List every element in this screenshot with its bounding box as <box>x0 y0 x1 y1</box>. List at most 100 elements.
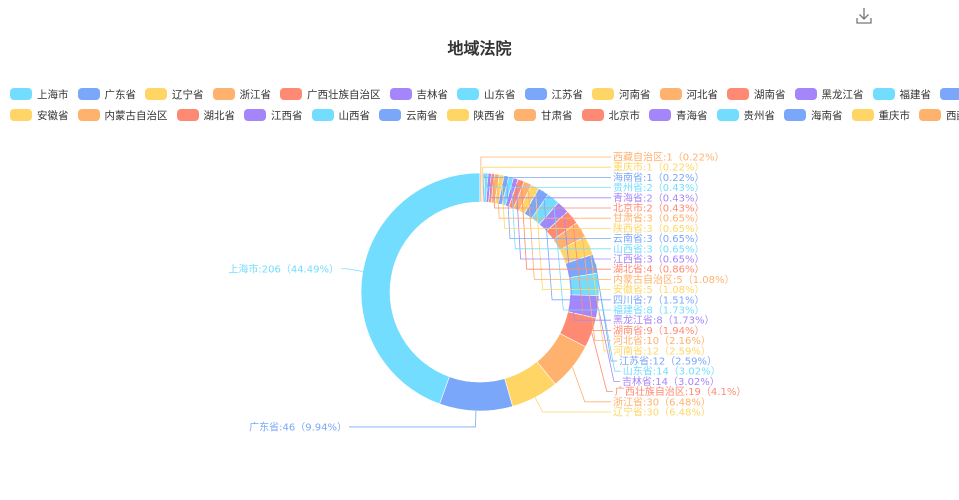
legend-swatch <box>10 109 32 121</box>
slice-label: 青海省:2（0.43%） <box>613 191 705 204</box>
legend-label: 上海市 <box>37 88 69 101</box>
slice-label: 湖南省:9（1.94%） <box>613 324 705 337</box>
legend-item[interactable]: 重庆市 <box>851 108 910 123</box>
legend-item[interactable]: 云南省 <box>379 108 438 123</box>
legend-swatch <box>311 109 334 121</box>
label-leader-line <box>510 177 611 250</box>
legend-item[interactable]: 湖南省 <box>727 87 786 102</box>
legend-swatch <box>716 109 739 121</box>
legend-label: 湖北省 <box>203 109 236 122</box>
legend-swatch <box>145 88 167 100</box>
legend-item[interactable]: 甘肃省 <box>514 108 573 123</box>
legend-item[interactable]: 海南省 <box>784 108 843 123</box>
slice-label: 湖北省:4（0.86%） <box>613 263 705 276</box>
chart-title: 地域法院 <box>447 39 512 58</box>
legend-label: 浙江省 <box>239 88 272 101</box>
label-leader-line <box>595 263 618 362</box>
legend-item[interactable]: 北京市 <box>581 108 640 123</box>
legend-item[interactable]: 内蒙古自治区 <box>77 108 168 123</box>
legend-label: 吉林省 <box>416 88 449 101</box>
legend-item[interactable]: 河北省 <box>659 87 719 102</box>
legend-item[interactable]: 安徽省 <box>10 108 69 123</box>
legend-swatch <box>649 109 671 121</box>
legend-item[interactable]: 浙江省 <box>212 87 272 102</box>
label-leader-line <box>534 186 611 291</box>
legend-label: 河北省 <box>686 88 719 101</box>
pie-slice[interactable] <box>439 376 514 412</box>
legend-swatch <box>851 109 874 121</box>
legend-swatch <box>10 88 32 100</box>
label-leader-line <box>597 306 620 382</box>
label-leader-line <box>486 173 611 189</box>
slice-label: 海南省:1（0.22%） <box>613 171 705 184</box>
slice-label: 山东省:14（3.02%） <box>623 365 721 378</box>
pie-slice[interactable] <box>479 172 482 203</box>
label-leader-line <box>520 180 611 270</box>
legend-label: 江苏省 <box>551 88 584 101</box>
slice-label: 内蒙古自治区:5（1.08%） <box>613 273 735 286</box>
legend-swatch <box>77 109 100 121</box>
legend-swatch <box>446 109 469 121</box>
legend-swatch <box>389 88 412 100</box>
legend: 上海市 广东省 辽宁省 浙江省 广西壮族自治区 吉林省 山东省 江苏省 河南省 河北省 湖南省 黑龙江… <box>10 84 959 126</box>
label-leader-line <box>534 397 611 413</box>
legend-item[interactable]: 辽宁省 <box>145 87 204 102</box>
slice-label: 西藏自治区:1（0.22%） <box>613 151 725 164</box>
legend-label: 海南省 <box>811 109 843 122</box>
legend-swatch <box>176 109 199 121</box>
label-leader-line <box>482 166 611 174</box>
legend-label: 西藏自治区 <box>946 109 959 122</box>
legend-swatch <box>727 88 749 100</box>
legend-swatch <box>514 109 536 121</box>
legend-item[interactable]: 山西省 <box>311 108 370 123</box>
legend-item[interactable]: 西藏自治区 <box>919 108 959 123</box>
pie-slice[interactable] <box>360 172 481 405</box>
legend-item[interactable]: 四川省 <box>940 87 959 102</box>
legend-label: 贵州省 <box>743 109 776 122</box>
label-leader-line <box>496 174 611 219</box>
legend-item[interactable]: 吉林省 <box>389 87 449 102</box>
legend-swatch <box>212 88 235 100</box>
slice-label: 甘肃省:3（0.65%） <box>613 212 705 225</box>
slice-label: 辽宁省:30（6.48%） <box>613 406 711 419</box>
legend-label: 安徽省 <box>37 109 69 122</box>
legend-row: 安徽省 内蒙古自治区 湖北省 江西省 山西省 云南省 陕西省 甘肃省 北京市 青海省 贵州省 海南省 重… <box>10 105 959 125</box>
legend-item[interactable]: 广西壮族自治区 <box>280 87 381 102</box>
slice-label: 山西省:3（0.65%） <box>613 242 705 255</box>
legend-item[interactable]: 广东省 <box>77 87 137 102</box>
legend-item[interactable]: 贵州省 <box>716 108 776 123</box>
legend-item[interactable]: 青海省 <box>649 108 708 123</box>
label-leader-line <box>480 156 611 174</box>
legend-swatch <box>581 109 604 121</box>
legend-label: 山东省 <box>484 88 516 101</box>
legend-item[interactable]: 江西省 <box>244 108 303 123</box>
slice-label: 云南省:3（0.65%） <box>613 232 705 245</box>
legend-swatch <box>794 88 817 100</box>
legend-item[interactable]: 陕西省 <box>446 108 505 123</box>
slice-label: 陕西省:3（0.65%） <box>613 222 705 235</box>
legend-label: 辽宁省 <box>172 88 204 101</box>
label-leader-line <box>598 284 621 372</box>
label-leader-line <box>571 216 611 331</box>
legend-label: 广东省 <box>104 88 137 101</box>
legend-label: 江西省 <box>271 109 303 122</box>
legend-swatch <box>379 109 401 121</box>
legend-label: 福建省 <box>899 88 932 101</box>
legend-item[interactable]: 上海市 <box>10 87 69 102</box>
slice-label: 吉林省:14（3.02%） <box>622 375 720 388</box>
slice-label: 四川省:7（1.51%） <box>613 293 705 306</box>
legend-item[interactable]: 福建省 <box>872 87 932 102</box>
slice-label: 黑龙江省:8（1.73%） <box>613 314 715 327</box>
legend-item[interactable]: 黑龙江省 <box>794 87 864 102</box>
legend-item[interactable]: 河南省 <box>592 87 651 102</box>
label-leader-line <box>349 410 477 428</box>
legend-item[interactable]: 湖北省 <box>176 108 236 123</box>
legend-item[interactable]: 江苏省 <box>524 87 584 102</box>
legend-row: 上海市 广东省 辽宁省 浙江省 广西壮族自治区 吉林省 山东省 江苏省 河南省 河北省 湖南省 黑龙江… <box>10 84 959 104</box>
download-button[interactable] <box>852 4 876 28</box>
slice-label: 江苏省:12（2.59%） <box>619 355 717 368</box>
legend-item[interactable]: 山东省 <box>457 87 516 102</box>
legend-swatch <box>77 88 100 100</box>
legend-label: 云南省 <box>406 109 438 122</box>
slice-label: 贵州省:2（0.43%） <box>613 181 705 194</box>
